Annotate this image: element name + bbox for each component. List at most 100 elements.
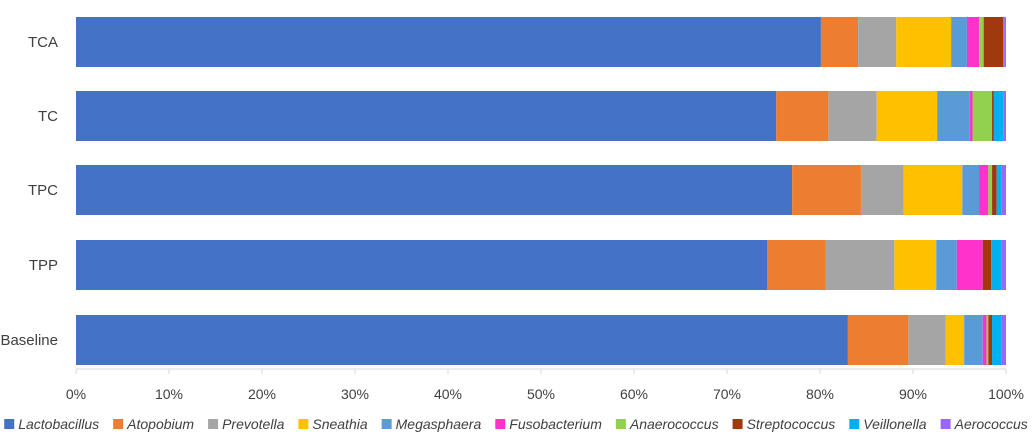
- x-tick-label: 0%: [66, 386, 86, 402]
- legend-swatch: [495, 419, 506, 429]
- bar-segment-tca-lactobacillus: [76, 17, 821, 67]
- x-tick-label: 80%: [806, 386, 834, 402]
- legend-item-streptococcus: Streptococcus: [732, 416, 836, 432]
- category-label-tpp: TPP: [29, 257, 58, 274]
- bar-segment-tc-lactobacillus: [76, 91, 777, 141]
- bar-segment-tpp-sneathia: [894, 240, 937, 290]
- legend-swatch: [940, 419, 951, 429]
- category-labels: TCA TC TPC TPP Baseline: [0, 34, 58, 349]
- bar-segment-tca-megasphaera: [951, 17, 967, 67]
- legend: Lactobacillus Atopobium Prevotella Sneathia…: [4, 416, 1028, 432]
- legend-label: Prevotella: [222, 416, 284, 432]
- bar-segment-tpp-aerococcus: [1001, 240, 1006, 290]
- bar-segment-tpc-streptococcus: [992, 165, 997, 215]
- bar-segment-baseline-megasphaera: [964, 315, 983, 365]
- bar-segment-tpc-veillonella: [996, 165, 1002, 215]
- bar-segment-baseline-aerococcus: [1001, 315, 1006, 365]
- legend-label: Megasphaera: [396, 416, 482, 432]
- bar-segment-tpp-fusobacterium: [956, 240, 983, 290]
- bar-segment-tca-prevotella: [858, 17, 897, 67]
- bar-segment-tca-aerococcus: [1004, 17, 1006, 67]
- bar-segment-tpp-streptococcus: [982, 240, 992, 290]
- legend-item-atopobium: Atopobium: [113, 416, 194, 432]
- bar-segment-tpc-atopobium: [792, 165, 861, 215]
- bar-segment-baseline-streptococcus: [988, 315, 993, 365]
- bar-segment-tpp-lactobacillus: [76, 240, 767, 290]
- bar-segment-tpc-sneathia: [903, 165, 963, 215]
- bar-segment-baseline-fusobacterium: [982, 315, 987, 365]
- bar-segment-tpc-lactobacillus: [76, 165, 793, 215]
- bar-segment-baseline-anaerococcus: [986, 315, 989, 365]
- legend-item-anaerococcus: Anaerococcus: [615, 416, 719, 432]
- bar-segment-tc-megasphaera: [937, 91, 970, 141]
- legend-item-sneathia: Sneathia: [298, 416, 368, 432]
- legend-swatch: [4, 419, 15, 429]
- legend-swatch: [298, 419, 309, 429]
- x-axis: 0% 10% 20% 30% 40% 50% 60% 70% 80% 90% 100%: [66, 368, 1024, 402]
- legend-item-veillonella: Veillonella: [849, 416, 927, 432]
- legend-item-aerococcus: Aerococcus: [940, 416, 1028, 432]
- bar-segment-tpp-prevotella: [825, 240, 895, 290]
- bar-segment-tpp-megasphaera: [936, 240, 957, 290]
- legend-swatch: [208, 419, 219, 429]
- legend-swatch: [381, 419, 392, 429]
- bar-segment-baseline-veillonella: [992, 315, 1002, 365]
- legend-swatch: [615, 419, 626, 429]
- category-label-tc: TC: [38, 108, 58, 125]
- x-tick-label: 30%: [341, 386, 369, 402]
- bar-segment-tc-streptococcus: [992, 91, 994, 141]
- bar-segment-baseline-atopobium: [847, 315, 909, 365]
- bar-segment-tc-sneathia: [876, 91, 938, 141]
- legend-swatch: [849, 419, 860, 429]
- category-label-baseline: Baseline: [0, 332, 58, 349]
- legend-item-prevotella: Prevotella: [208, 416, 285, 432]
- bar-segment-tca-streptococcus: [983, 17, 1004, 67]
- legend-label: Atopobium: [126, 416, 194, 432]
- x-tick-label: 100%: [988, 386, 1024, 402]
- legend-label: Aerococcus: [954, 416, 1028, 432]
- bar-segment-tca-fusobacterium: [966, 17, 980, 67]
- bar-segment-baseline-prevotella: [908, 315, 946, 365]
- x-tick-label: 10%: [155, 386, 183, 402]
- x-tick-label: 20%: [248, 386, 276, 402]
- legend-label: Fusobacterium: [509, 416, 602, 432]
- bar-segment-tc-aerococcus: [1003, 91, 1006, 141]
- legend-label: Veillonella: [863, 416, 927, 432]
- bar-segment-tpc-megasphaera: [962, 165, 980, 215]
- legend-label: Sneathia: [312, 416, 367, 432]
- bar-segment-tpc-aerococcus: [1001, 165, 1006, 215]
- category-label-tca: TCA: [28, 34, 58, 51]
- bar-segment-tpc-anaerococcus: [988, 165, 993, 215]
- x-tick-label: 60%: [620, 386, 648, 402]
- legend-item-fusobacterium: Fusobacterium: [495, 416, 602, 432]
- bar-segment-tpc-fusobacterium: [979, 165, 989, 215]
- bar-segment-tca-atopobium: [820, 17, 859, 67]
- x-tick-label: 90%: [899, 386, 927, 402]
- category-label-tpc: TPC: [28, 182, 58, 199]
- bar-segment-baseline-sneathia: [945, 315, 965, 365]
- bar-segment-tc-prevotella: [828, 91, 877, 141]
- bar-segment-tpc-prevotella: [860, 165, 904, 215]
- legend-swatch: [732, 419, 743, 429]
- bars-layer: [76, 17, 1006, 365]
- x-tick-label: 40%: [434, 386, 462, 402]
- bar-segment-tc-veillonella: [993, 91, 1004, 141]
- x-tick-label: 70%: [713, 386, 741, 402]
- bar-segment-tpp-veillonella: [991, 240, 1002, 290]
- legend-swatch: [113, 419, 124, 429]
- bar-segment-tca-sneathia: [896, 17, 952, 67]
- legend-label: Lactobacillus: [18, 416, 99, 432]
- legend-item-megasphaera: Megasphaera: [381, 416, 482, 432]
- bar-segment-tc-atopobium: [776, 91, 829, 141]
- x-tick-label: 50%: [527, 386, 555, 402]
- bar-segment-baseline-lactobacillus: [76, 315, 848, 365]
- legend-item-lactobacillus: Lactobacillus: [4, 416, 99, 432]
- bar-segment-tc-anaerococcus: [972, 91, 993, 141]
- bar-segment-tca-anaerococcus: [979, 17, 984, 67]
- bar-segment-tc-fusobacterium: [969, 91, 973, 141]
- bar-segment-tca-veillonella: [1003, 17, 1005, 67]
- bar-segment-tpp-atopobium: [766, 240, 826, 290]
- legend-label: Streptococcus: [747, 416, 836, 432]
- legend-label: Anaerococcus: [629, 416, 719, 432]
